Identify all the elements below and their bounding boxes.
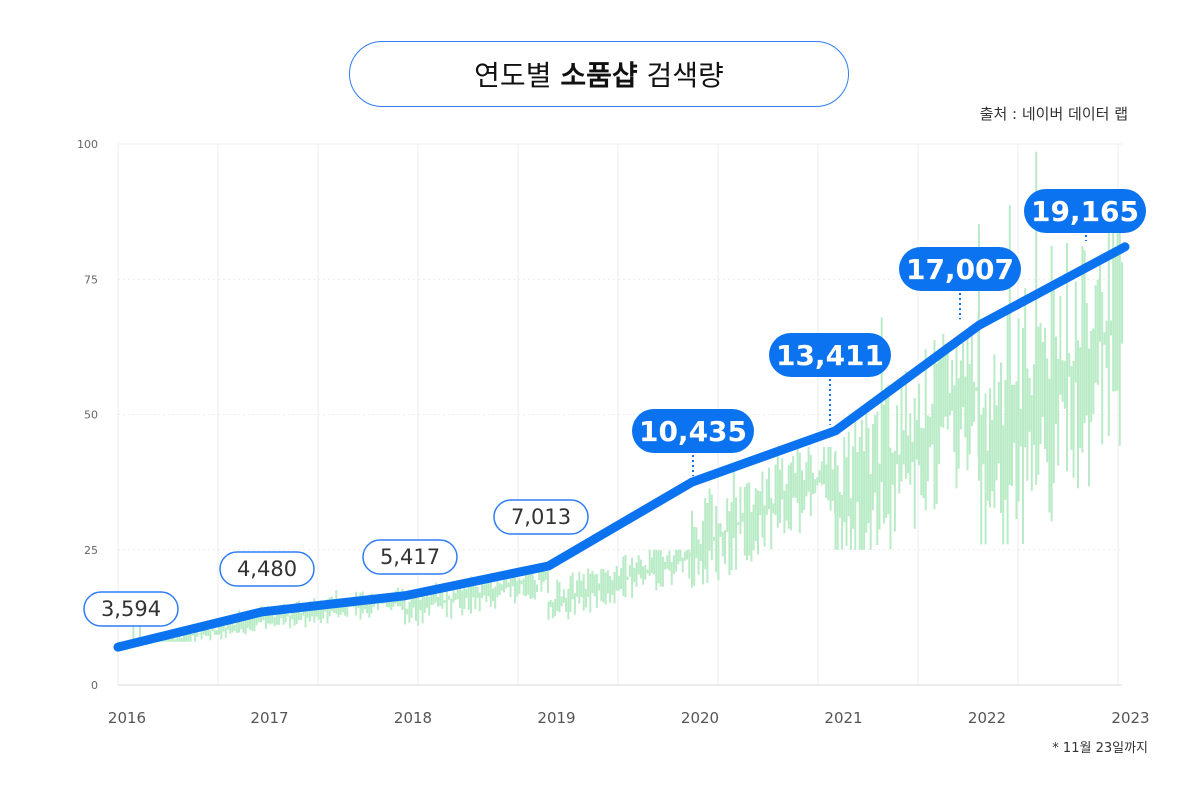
axes: 0 25 50 75 100 2016 2017 2018 2019 2020 2021 2022 20…	[77, 138, 1150, 727]
y-tick-label: 0	[91, 679, 98, 692]
data-label-text: 3,594	[101, 597, 161, 621]
y-tick-label: 75	[84, 273, 98, 286]
y-tick-label: 50	[84, 409, 98, 422]
x-tick-label: 2022	[968, 709, 1006, 727]
background-daily-series	[117, 151, 1123, 650]
data-label-text: 5,417	[380, 545, 440, 569]
chart-title: 연도별 소품샵 검색량	[349, 41, 849, 107]
data-label-pill	[769, 333, 891, 377]
data-label-pill	[83, 591, 179, 627]
data-label-text: 13,411	[776, 339, 884, 372]
y-tick-label: 100	[77, 138, 98, 151]
title-keyword: 소품샵	[560, 59, 638, 92]
data-label-pill	[493, 499, 589, 535]
data-label-text: 10,435	[639, 415, 747, 448]
series-line	[113, 242, 1130, 652]
data-label-pill	[899, 247, 1021, 291]
source-caption: 출처 : 네이버 데이터 랩	[979, 105, 1128, 123]
title-suffix: 검색량	[637, 59, 724, 92]
data-label: 19,165	[1024, 189, 1146, 241]
data-labels: 3,594 4,480 5,417 7,013 10,435 13,411 17,007 19…	[83, 189, 1146, 627]
title-prefix: 연도별	[474, 59, 561, 92]
trend-line	[113, 242, 1130, 652]
data-label-pill	[219, 551, 315, 587]
x-tick-label: 2016	[108, 709, 146, 727]
data-label: 13,411	[769, 333, 891, 425]
data-label-pill	[1024, 189, 1146, 233]
data-label-text: 7,013	[511, 505, 571, 529]
data-label: 5,417	[362, 539, 458, 575]
data-label-pill	[632, 409, 754, 453]
x-tick-label: 2019	[537, 709, 575, 727]
x-tick-label: 2021	[824, 709, 862, 727]
data-label: 3,594	[83, 591, 179, 627]
footnote: * 11월 23일까지	[1052, 741, 1148, 756]
data-label: 10,435	[632, 409, 754, 477]
y-tick-label: 25	[84, 544, 98, 557]
data-label: 17,007	[899, 247, 1021, 320]
data-label: 7,013	[493, 499, 589, 535]
data-label-pill	[362, 539, 458, 575]
x-tick-label: 2023	[1111, 709, 1149, 727]
x-tick-label: 2020	[681, 709, 719, 727]
data-label-text: 17,007	[906, 253, 1014, 286]
data-label-text: 19,165	[1031, 195, 1139, 228]
data-label: 4,480	[219, 551, 315, 587]
x-tick-label: 2018	[394, 709, 432, 727]
x-tick-label: 2017	[250, 709, 288, 727]
data-label-text: 4,480	[237, 557, 297, 581]
